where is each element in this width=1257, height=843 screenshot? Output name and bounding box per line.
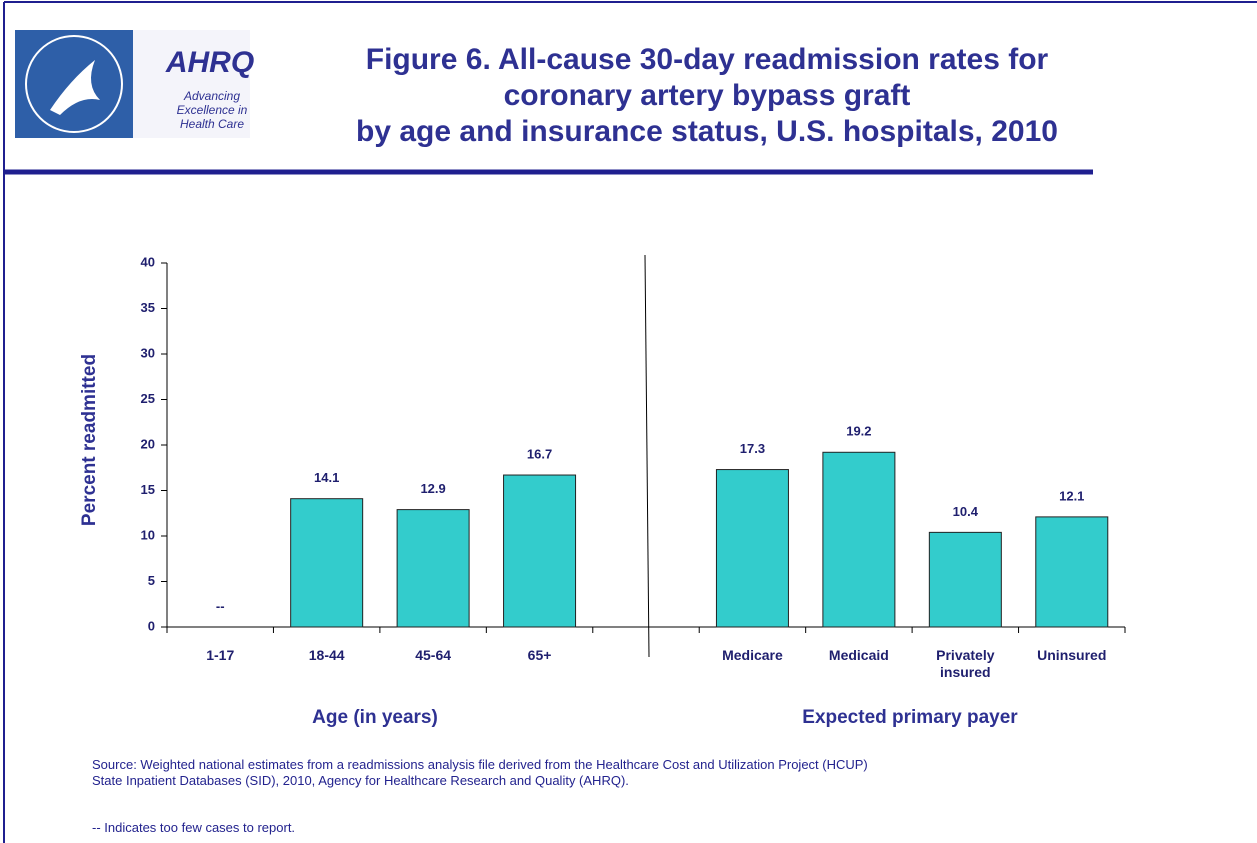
source-line: State Inpatient Databases (SID), 2010, A…	[92, 773, 629, 788]
y-tick-label: 25	[141, 391, 155, 406]
hhs-eagle	[50, 60, 100, 115]
group-label: Age (in years)	[312, 707, 438, 728]
hhs-seal	[25, 35, 123, 133]
bar	[396, 509, 470, 628]
footnote: -- Indicates too few cases to report.	[92, 820, 296, 835]
chart-title: by age and insurance status, U.S. hospit…	[356, 115, 1058, 148]
bar	[928, 531, 1002, 628]
x-tick-label: 45-64	[415, 647, 452, 663]
ahrq-line: Excellence in	[177, 103, 248, 117]
y-tick-label: 0	[148, 618, 155, 633]
y-tick-label: 30	[141, 345, 155, 360]
value-label: 12.9	[420, 481, 445, 496]
bar	[715, 469, 789, 628]
y-tick-label: 5	[148, 573, 155, 588]
chart-title: coronary artery bypass graft	[504, 79, 911, 112]
y-tick-label: 15	[141, 482, 155, 497]
chart-title: Figure 6. All-cause 30-day readmission r…	[366, 43, 1049, 76]
y-tick-label: 35	[141, 300, 155, 315]
ahrq-bg	[133, 30, 250, 138]
ahrq-line: Advancing	[183, 89, 240, 103]
group-divider	[644, 254, 650, 658]
value-label: 10.4	[953, 504, 979, 519]
bar	[503, 474, 577, 628]
x-tick-label: Medicaid	[828, 647, 889, 663]
y-tick-label: 10	[141, 527, 155, 542]
bar	[290, 498, 364, 628]
bar	[1035, 516, 1109, 628]
ahrq-line: Health Care	[180, 117, 244, 131]
value-label: 19.2	[846, 424, 871, 439]
x-tick-label: 1-17	[206, 647, 235, 663]
value-label: 14.1	[314, 470, 339, 485]
ahrq-name: AHRQ	[165, 46, 254, 79]
x-tick-label: 65+	[527, 647, 552, 663]
value-label: 16.7	[527, 446, 552, 461]
y-tick-label: 40	[141, 254, 155, 269]
x-tick-label: Medicare	[722, 647, 783, 663]
x-tick-label: 18-44	[308, 647, 345, 663]
y-axis-title: Percent readmitted	[79, 354, 100, 526]
logo: AHRQ Advancing Excellence in Health Care	[15, 30, 254, 138]
value-label: --	[216, 598, 225, 613]
bar	[822, 451, 896, 628]
value-label: 12.1	[1059, 488, 1084, 503]
value-label: 17.3	[740, 441, 765, 456]
y-tick-label: 20	[141, 436, 155, 451]
source-line: Source: Weighted national estimates from…	[92, 757, 868, 772]
x-tick-label: Uninsured	[1037, 647, 1107, 663]
x-tick-label: Privately insured	[936, 647, 995, 680]
group-label: Expected primary payer	[802, 707, 1018, 728]
